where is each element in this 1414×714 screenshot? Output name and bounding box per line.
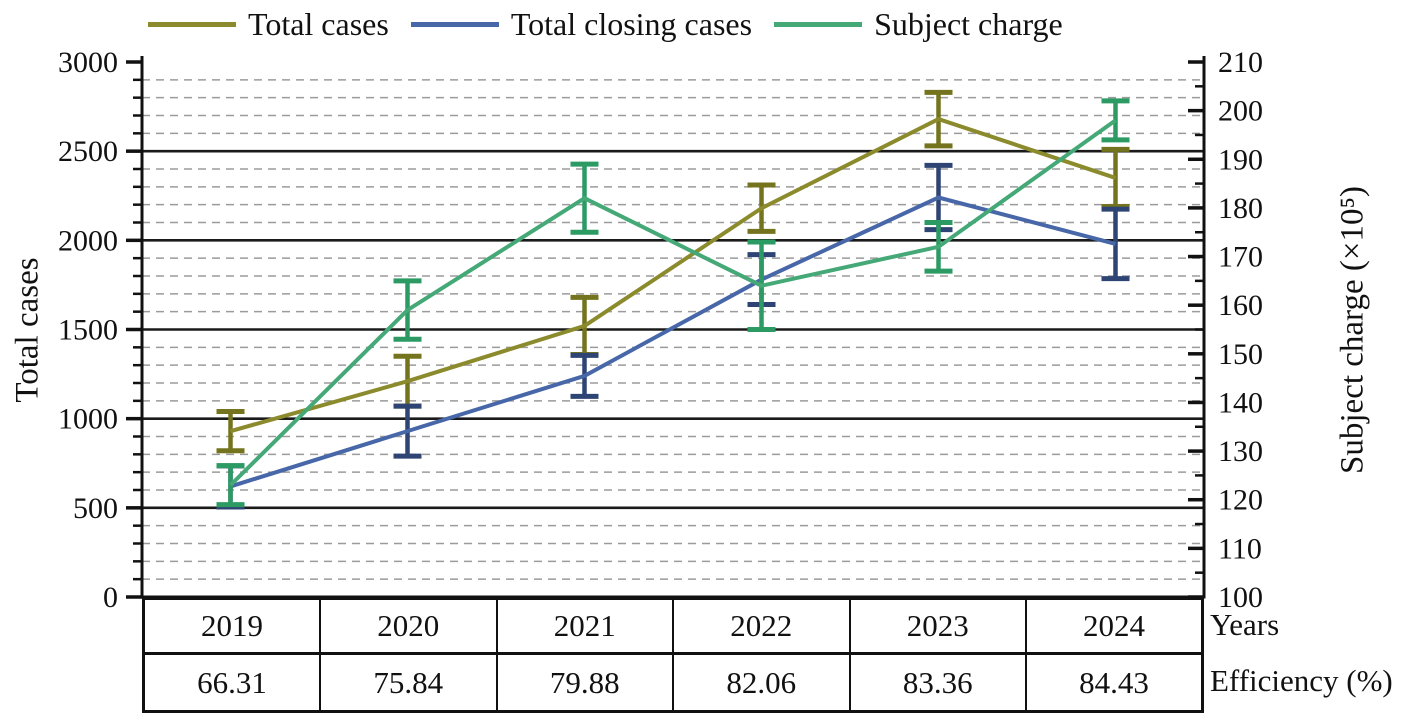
year-efficiency-table: 2019 2020 2021 2022 2023 2024 66.31 75.84 79.88… (142, 597, 1204, 713)
svg-text:190: 190 (1218, 143, 1263, 176)
svg-text:1500: 1500 (58, 314, 118, 347)
svg-text:3000: 3000 (58, 46, 118, 79)
chart-legend: Total cases Total closing cases Subject … (148, 6, 1063, 43)
svg-text:160: 160 (1218, 289, 1263, 322)
svg-text:1000: 1000 (58, 403, 118, 436)
efficiency-cell: 82.06 (672, 652, 851, 713)
legend-item-total-closing-cases: Total closing cases (410, 6, 753, 43)
legend-item-subject-charge: Subject charge (774, 6, 1063, 43)
svg-text:170: 170 (1218, 241, 1263, 274)
subject-charge-line-swatch (774, 22, 863, 27)
year-cell: 2019 (142, 597, 321, 655)
svg-text:150: 150 (1218, 338, 1263, 371)
svg-text:0: 0 (103, 581, 118, 614)
svg-text:2500: 2500 (58, 135, 118, 168)
efficiency-cell: 66.31 (142, 652, 321, 713)
svg-text:100: 100 (1218, 581, 1263, 614)
year-cell: 2023 (848, 597, 1027, 655)
year-cell: 2020 (319, 597, 498, 655)
efficiency-cell: 83.36 (848, 652, 1027, 713)
svg-text:500: 500 (73, 492, 118, 525)
efficiency-row-label: Efficiency (%) (1210, 663, 1393, 698)
svg-text:130: 130 (1218, 435, 1263, 468)
svg-text:2000: 2000 (58, 224, 118, 257)
legend-item-total-cases: Total cases (148, 6, 389, 43)
year-cell: 2024 (1025, 597, 1204, 655)
efficiency-cell: 75.84 (319, 652, 498, 713)
efficiency-cell: 84.43 (1025, 652, 1204, 713)
total-cases-line-swatch (148, 22, 236, 27)
years-row-label: Years (1210, 607, 1280, 642)
years-row: 2019 2020 2021 2022 2023 2024 (142, 597, 1204, 655)
efficiency-cell: 79.88 (495, 652, 674, 713)
svg-text:210: 210 (1218, 46, 1263, 79)
year-cell: 2021 (495, 597, 674, 655)
left-axis-title: Total cases (9, 257, 46, 403)
efficiency-row: 66.31 75.84 79.88 82.06 83.36 84.43 (142, 652, 1204, 713)
svg-text:200: 200 (1218, 95, 1263, 128)
svg-text:180: 180 (1218, 192, 1263, 225)
legend-label-total-cases: Total cases (248, 6, 389, 42)
year-cell: 2022 (672, 597, 851, 655)
legend-label-total-closing-cases: Total closing cases (510, 6, 753, 42)
svg-text:110: 110 (1218, 532, 1262, 565)
right-axis-title: Subject charge (×10⁵) (1334, 186, 1371, 474)
legend-label-subject-charge: Subject charge (874, 6, 1063, 42)
svg-text:140: 140 (1218, 386, 1263, 419)
total-closing-cases-line-swatch (410, 22, 499, 27)
svg-text:120: 120 (1218, 484, 1263, 517)
